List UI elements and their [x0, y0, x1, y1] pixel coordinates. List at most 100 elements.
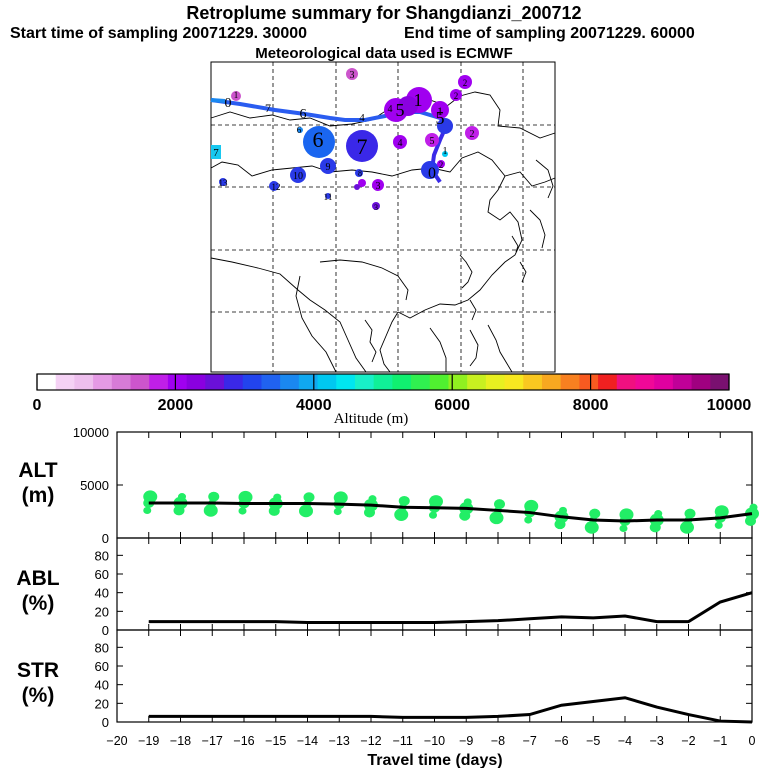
particle-cloud [524, 499, 539, 513]
colorbar-swatch [317, 374, 337, 390]
cluster-bubble [398, 96, 418, 116]
map-label: 5 [396, 100, 405, 120]
colorbar-swatch [598, 374, 618, 390]
y-tick-label: 80 [95, 640, 109, 655]
x-tick-label: −6 [554, 734, 568, 748]
particle-cloud [303, 492, 315, 503]
start-time-label: Start time of sampling 20071229. 30000 [10, 25, 308, 42]
colorbar-tick-label: 6000 [434, 397, 470, 414]
colorbar-swatch [111, 374, 132, 390]
map-label: 4 [359, 112, 365, 124]
particle-cloud [463, 498, 472, 506]
colorbar-swatch [167, 374, 188, 390]
cluster-bubble [458, 75, 472, 89]
particle-cloud [238, 507, 247, 515]
colorbar-swatch [55, 374, 75, 390]
map-label: 6 [297, 125, 302, 135]
cluster-bubble [393, 135, 407, 149]
x-tick-label: −7 [523, 734, 537, 748]
y-tick-label: 20 [95, 696, 109, 711]
x-tick-label: −3 [650, 734, 664, 748]
cluster-bubble [355, 169, 363, 177]
x-tick-label: −1 [713, 734, 727, 748]
cluster-bubble [465, 126, 479, 140]
colorbar: 0 2000 4000 6000 8000 10000 [33, 373, 752, 414]
cluster-bubble [431, 101, 449, 119]
colorbar-swatch [261, 374, 281, 390]
map-label: 10 [293, 171, 303, 182]
x-tick-label: −5 [586, 734, 600, 748]
map-label: 8 [358, 169, 362, 178]
colorbar-swatch [298, 374, 319, 390]
particle-cloud [178, 493, 186, 501]
particle-cloud [429, 495, 443, 508]
map-label: 1 [437, 104, 443, 118]
cluster-bubble [346, 68, 358, 80]
cluster-bubble [325, 193, 331, 199]
colorbar-swatch [672, 374, 693, 390]
colorbar-swatch [149, 374, 169, 390]
particle-cloud [208, 491, 220, 502]
colorbar-swatch [504, 374, 524, 390]
colorbar-swatch [485, 374, 506, 390]
cluster-bubble [297, 127, 303, 133]
map-label: 4 [398, 138, 403, 149]
cluster-bubble [358, 179, 366, 187]
map-label: 6 [313, 127, 324, 152]
particle-cloud [143, 490, 158, 503]
x-tick-label: −20 [106, 734, 127, 748]
x-tick-label: −17 [202, 734, 223, 748]
colorbar-swatch [635, 374, 655, 390]
alt-series-line [148, 501, 753, 523]
map-label: 2 [470, 129, 475, 140]
map-label: 5 [430, 136, 435, 147]
colorbar-swatch [186, 374, 206, 390]
colorbar-swatch [429, 374, 449, 390]
cluster-bubble [437, 118, 453, 134]
x-tick-label: −4 [618, 734, 632, 748]
particle-cloud [619, 508, 634, 521]
colorbar-swatch [523, 374, 543, 390]
y-tick-label: 60 [95, 567, 109, 582]
x-tick-label: −11 [393, 734, 413, 748]
map-label: 0 [225, 96, 232, 111]
colorbar-swatch [467, 374, 487, 390]
y-tick-label: 40 [95, 678, 109, 693]
colorbar-label: Altitude (m) [334, 411, 409, 427]
cluster-bubble [231, 91, 241, 101]
str-series-line [148, 696, 753, 724]
particle-cloud [398, 495, 410, 506]
cluster-bubble [219, 178, 227, 186]
colorbar-swatch [710, 374, 730, 390]
x-tick-label: −2 [681, 734, 695, 748]
abl-series-line [148, 591, 753, 625]
map-label: 7 [213, 147, 219, 159]
panel-frame [116, 537, 753, 631]
panel-title: ALT [18, 459, 57, 482]
panel-unit: (%) [22, 592, 55, 615]
particle-cloud [489, 511, 504, 525]
colorbar-swatch [616, 374, 636, 390]
colorbar-swatch [541, 374, 562, 390]
map-label: 3 [350, 70, 355, 81]
cluster-bubble [437, 160, 445, 168]
cluster-bubble [425, 133, 439, 147]
x-tick-label: −13 [329, 734, 350, 748]
map-label: 5 [436, 108, 445, 128]
particle-cloud [684, 508, 696, 519]
colorbar-tick-label: 10000 [707, 397, 752, 414]
particle-cloud [333, 491, 348, 505]
cluster-bubble [450, 89, 462, 101]
particle-cloud [494, 499, 505, 510]
colorbar-swatch [130, 374, 150, 390]
panel-unit: (%) [22, 684, 55, 707]
x-tick-label: −15 [265, 734, 286, 748]
colorbar-tick-label: 4000 [296, 397, 332, 414]
x-tick-label: −10 [424, 734, 445, 748]
y-tick-label: 10000 [73, 425, 109, 440]
colorbar-swatch [560, 374, 580, 390]
x-axis-label: Travel time (days) [367, 752, 502, 768]
x-tick-label: −16 [233, 734, 254, 748]
y-tick-label: 0 [102, 715, 109, 730]
